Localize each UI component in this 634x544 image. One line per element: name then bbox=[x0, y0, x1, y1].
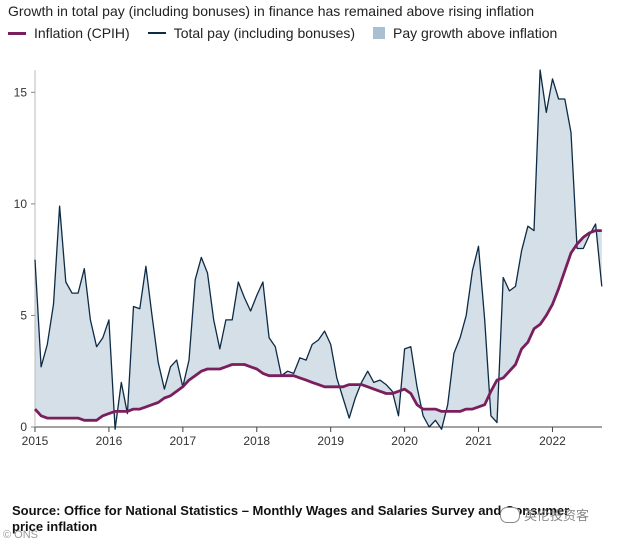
lines-layer bbox=[33, 69, 603, 430]
x-tick-label: 2018 bbox=[243, 434, 270, 445]
legend-swatch-pay-growth bbox=[373, 27, 386, 39]
legend-label-inflation: Inflation (CPIH) bbox=[34, 25, 130, 41]
y-tick-label: 10 bbox=[14, 197, 28, 211]
y-tick-label: 15 bbox=[14, 85, 28, 99]
x-tick-label: 2022 bbox=[539, 434, 566, 445]
x-tick-label: 2016 bbox=[96, 434, 123, 445]
chart-title: Growth in total pay (including bonuses) … bbox=[8, 3, 535, 19]
legend-swatch-inflation bbox=[8, 31, 26, 35]
legend-item-total-pay: Total pay (including bonuses) bbox=[147, 25, 356, 41]
legend-label-total-pay: Total pay (including bonuses) bbox=[173, 25, 356, 41]
line-chart: 0 5 10 15 2015 2016 2017 2018 2019 2020 2021 2022 bbox=[14, 69, 603, 445]
total-pay-line bbox=[34, 69, 603, 430]
legend-label-pay-growth: Pay growth above inflation bbox=[393, 25, 558, 41]
x-tick-label: 2019 bbox=[317, 434, 344, 445]
legend-item-pay-growth: Pay growth above inflation bbox=[373, 25, 557, 41]
pay-growth-above-inflation-area bbox=[35, 70, 602, 430]
inflation-line bbox=[33, 229, 602, 422]
watermark-text: 英伦投资客 bbox=[524, 508, 590, 523]
x-tick-label: 2020 bbox=[391, 434, 418, 445]
legend-swatch-total-pay bbox=[147, 32, 166, 34]
watermark-logo-icon bbox=[500, 506, 520, 523]
x-tick-label: 2021 bbox=[465, 434, 492, 445]
chart-legend: Inflation (CPIH) Total pay (including bo… bbox=[8, 25, 575, 41]
ticks-layer: 0 5 10 15 2015 2016 2017 2018 2019 2020 2021 2022 bbox=[14, 85, 566, 445]
fill-layer bbox=[35, 70, 602, 430]
y-tick-label: 5 bbox=[20, 308, 27, 322]
x-tick-label: 2017 bbox=[169, 434, 196, 445]
y-tick-label: 0 bbox=[20, 420, 27, 434]
ons-credit: © ONS bbox=[3, 529, 38, 541]
legend-item-inflation: Inflation (CPIH) bbox=[8, 25, 130, 41]
watermark: 英伦投资客 bbox=[500, 505, 589, 524]
source-note: Source: Office for National Statistics –… bbox=[12, 503, 570, 534]
x-tick-label: 2015 bbox=[22, 434, 49, 445]
